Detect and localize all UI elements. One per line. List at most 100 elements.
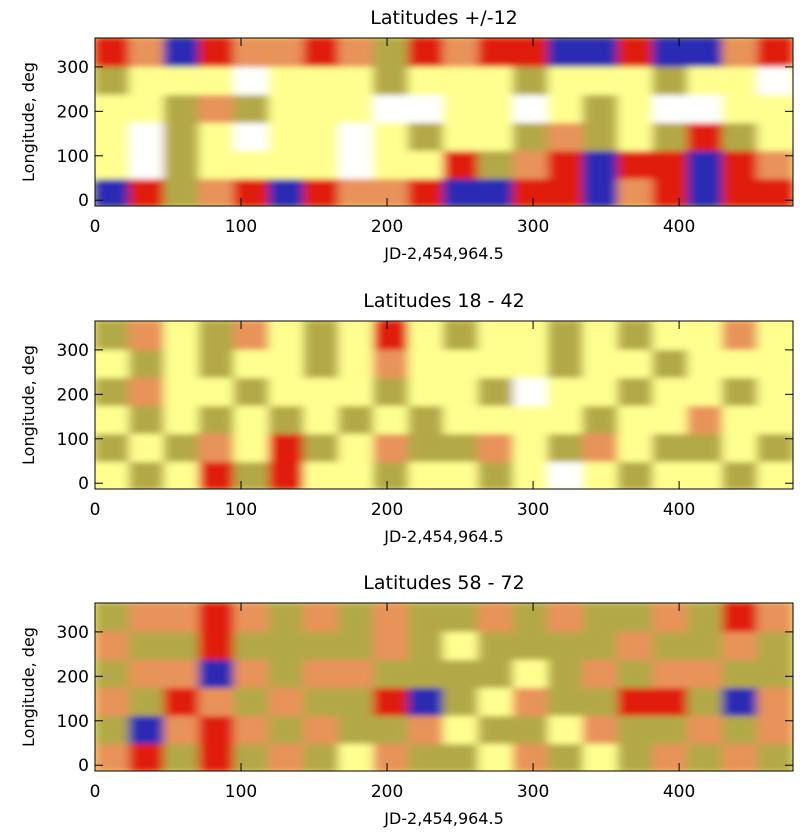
heat-cell	[443, 460, 480, 489]
heat-cell	[477, 603, 515, 632]
heat-cell	[443, 65, 480, 95]
heat-cell	[233, 630, 271, 660]
heat-cell	[128, 348, 166, 378]
panel-title: Latitudes +/-12	[370, 7, 518, 29]
heat-cell	[268, 432, 306, 462]
heat-cell	[477, 686, 515, 716]
heat-cell	[617, 348, 655, 378]
heat-cell	[95, 630, 131, 660]
y-axis-label: Longitude, deg	[19, 627, 38, 747]
heat-cell	[757, 177, 793, 206]
heat-cell	[652, 603, 690, 632]
x-tick-label: 300	[517, 217, 549, 237]
heat-cell	[512, 630, 550, 660]
heat-cell	[233, 460, 271, 489]
heat-cell	[128, 460, 166, 489]
heat-cell	[303, 432, 341, 462]
heat-cell	[687, 404, 725, 434]
heat-cell	[512, 376, 550, 406]
heat-cell	[95, 177, 131, 206]
heat-cell	[687, 149, 725, 179]
heat-cell	[163, 149, 201, 179]
heat-cell	[512, 149, 550, 179]
heat-cell	[512, 38, 550, 67]
heat-cell	[233, 603, 271, 632]
heat-cell	[268, 603, 306, 632]
heat-cell	[373, 630, 411, 660]
heat-cell	[373, 149, 411, 179]
heat-cell	[757, 376, 793, 406]
heat-cell	[303, 348, 341, 378]
heat-cell	[408, 348, 445, 378]
heat-cell	[722, 65, 760, 95]
heat-cell	[547, 321, 585, 350]
heat-cell	[757, 348, 793, 378]
panel-title: Latitudes 18 - 42	[363, 290, 524, 312]
heat-cell	[128, 630, 166, 660]
heat-cell	[373, 432, 411, 462]
y-tick-label: 0	[78, 474, 89, 494]
heat-cell	[722, 460, 760, 489]
y-tick-label: 300	[57, 623, 89, 643]
heatmap	[95, 321, 793, 489]
heat-cell	[512, 93, 550, 123]
heat-cell	[652, 65, 690, 95]
heat-cell	[233, 742, 271, 771]
heat-cell	[338, 321, 376, 350]
heat-cell	[617, 714, 655, 744]
heat-cell	[338, 404, 376, 434]
heat-cell	[582, 714, 620, 744]
heat-cell	[338, 65, 376, 95]
heat-cell	[338, 149, 376, 179]
heat-cell	[128, 432, 166, 462]
x-tick-label: 100	[225, 217, 257, 237]
heat-cell	[268, 686, 306, 716]
heat-cell	[233, 404, 271, 434]
y-tick-label: 0	[78, 756, 89, 776]
heat-cell	[512, 321, 550, 350]
heat-cell	[408, 121, 445, 151]
heat-cell	[95, 149, 131, 179]
heat-cell	[443, 603, 480, 632]
heat-cell	[687, 658, 725, 688]
heat-cell	[95, 714, 131, 744]
heat-cell	[128, 603, 166, 632]
heat-cell	[408, 149, 445, 179]
heat-cell	[95, 93, 131, 123]
heat-cell	[95, 376, 131, 406]
heat-cell	[617, 432, 655, 462]
heat-cell	[722, 630, 760, 660]
heat-cell	[582, 686, 620, 716]
heat-cell	[95, 121, 131, 151]
heat-cell	[722, 376, 760, 406]
heat-cell	[722, 177, 760, 206]
x-axis-label: JD-2,454,964.5	[383, 244, 504, 263]
y-tick-label: 0	[78, 191, 89, 211]
x-tick-label: 0	[90, 782, 101, 802]
x-axis-label: JD-2,454,964.5	[383, 527, 504, 546]
heat-cell	[303, 460, 341, 489]
heat-cell	[617, 376, 655, 406]
heat-cell	[408, 686, 445, 716]
heat-cell	[233, 121, 271, 151]
heat-cell	[757, 460, 793, 489]
heat-cell	[547, 121, 585, 151]
heat-cell	[757, 121, 793, 151]
heat-cell	[443, 321, 480, 350]
heat-cell	[617, 630, 655, 660]
heat-cell	[582, 177, 620, 206]
heat-cell	[268, 348, 306, 378]
heat-cell	[373, 603, 411, 632]
heat-cell	[652, 404, 690, 434]
heat-cell	[722, 93, 760, 123]
heat-cell	[582, 38, 620, 67]
heat-cell	[338, 658, 376, 688]
heat-cell	[477, 714, 515, 744]
heat-cell	[163, 38, 201, 67]
heat-cell	[303, 603, 341, 632]
heat-cell	[652, 321, 690, 350]
heat-cell	[722, 714, 760, 744]
heat-cell	[477, 121, 515, 151]
heat-cell	[477, 38, 515, 67]
heat-cell	[373, 714, 411, 744]
